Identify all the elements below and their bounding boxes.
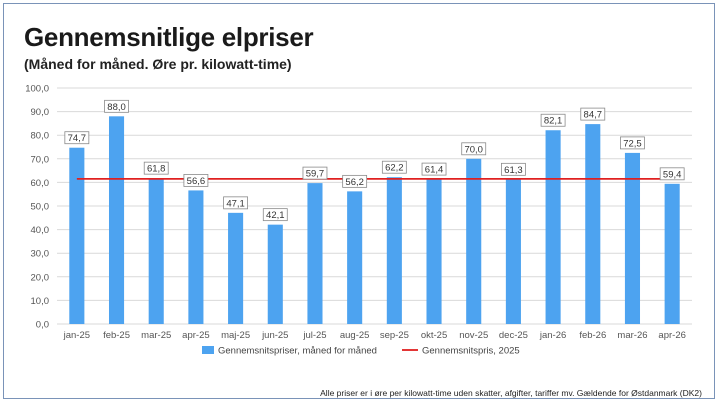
data-label: 56,2: [345, 177, 364, 188]
legend-bar-label: Gennemsnitspriser, måned for måned: [218, 346, 377, 357]
bar: [664, 183, 680, 324]
x-tick-label: mar-26: [617, 330, 647, 341]
data-label: 59,7: [306, 169, 325, 180]
data-label-box: [302, 166, 328, 180]
data-label-box: [183, 174, 209, 187]
y-tick-label: 100,0: [25, 84, 49, 95]
y-tick-label: 90,0: [31, 107, 50, 118]
data-label: 82,1: [544, 116, 563, 127]
data-labels: 74,7 88,0 61,8 56,6 47,1 42,1 59,7 56,2 62,2 61,4…: [64, 99, 685, 222]
x-tick-label: apr-25: [182, 330, 209, 341]
y-tick-label: 50,0: [31, 202, 50, 213]
y-tick-label: 60,0: [31, 178, 50, 189]
bar: [624, 152, 641, 324]
data-label-box: [540, 113, 566, 127]
bar: [347, 191, 363, 324]
data-label: 61,4: [425, 165, 444, 176]
data-label: 62,2: [385, 163, 404, 174]
x-tick-label: dec-25: [499, 330, 528, 341]
bar: [267, 224, 283, 324]
data-label-box: [501, 162, 526, 176]
x-tick-label: apr-26: [658, 330, 685, 341]
data-label-box: [223, 196, 248, 210]
bars: [69, 116, 680, 324]
y-tick-label: 80,0: [31, 131, 50, 142]
bar: [585, 124, 601, 324]
x-tick-label: jan-25: [63, 330, 90, 341]
data-label-box: [461, 142, 487, 156]
x-tick-label: nov-25: [459, 330, 488, 341]
data-label: 72,5: [623, 138, 642, 149]
data-label-box: [64, 131, 90, 145]
x-tick-label: jul-25: [302, 330, 326, 341]
x-tick-label: feb-25: [103, 330, 130, 341]
x-tick-label: maj-25: [221, 330, 250, 341]
data-label: 84,7: [584, 110, 603, 121]
bar: [386, 177, 402, 324]
data-label: 74,7: [68, 133, 87, 144]
data-label: 70,0: [464, 144, 483, 155]
data-label: 61,3: [504, 165, 523, 176]
legend-bar-swatch: [202, 346, 214, 354]
bar: [108, 116, 125, 324]
y-tick-label: 0,0: [36, 320, 49, 331]
y-tick-label: 40,0: [31, 225, 50, 236]
data-label-box: [580, 107, 606, 121]
data-label-box: [262, 208, 288, 222]
chart-title: Gennemsnitlige elpriser: [24, 22, 314, 52]
bar: [148, 178, 164, 324]
y-tick-label: 10,0: [31, 296, 50, 307]
data-label: 47,1: [226, 198, 245, 209]
data-label: 61,8: [147, 164, 166, 175]
data-label-box: [104, 99, 129, 113]
bar: [505, 179, 521, 324]
bar: [188, 190, 204, 324]
data-label-box: [421, 162, 447, 176]
bar: [545, 130, 561, 324]
x-tick-label: jan-26: [539, 330, 566, 341]
data-label-box: [381, 160, 407, 174]
footnote: Alle priser er i øre per kilowatt-time u…: [320, 388, 702, 398]
y-tick-label: 70,0: [31, 154, 50, 165]
bar: [426, 179, 442, 324]
x-tick-label: feb-26: [579, 330, 606, 341]
x-tick-label: sep-25: [380, 330, 409, 341]
data-label-box: [620, 136, 645, 150]
bar: [69, 147, 85, 324]
data-label-box: [659, 167, 685, 181]
x-axis: jan-25 feb-25 mar-25 apr-25 maj-25 jun-25 jul-…: [63, 330, 686, 341]
x-tick-label: aug-25: [340, 330, 370, 341]
y-tick-label: 30,0: [31, 249, 50, 260]
bar: [228, 212, 244, 324]
data-label: 56,6: [187, 176, 206, 187]
data-label: 42,1: [266, 210, 285, 221]
data-label-box: [143, 161, 169, 175]
x-tick-label: okt-25: [421, 330, 447, 341]
chart-subtitle: (Måned for måned. Øre pr. kilowatt-time): [24, 56, 292, 72]
y-tick-label: 20,0: [31, 272, 50, 283]
data-label-box: [342, 174, 368, 188]
legend-line-label: Gennemsnitspris, 2025: [422, 346, 520, 357]
data-label: 59,4: [663, 169, 682, 180]
bar: [307, 183, 323, 324]
y-axis: 0,0 10,0 20,0 30,0 40,0 50,0 60,0 70,0 80,0 90,0 1…: [25, 84, 49, 331]
data-label: 88,0: [107, 102, 126, 113]
legend: Gennemsnitspriser, måned for måned Gennem…: [202, 346, 520, 357]
x-tick-label: jun-25: [261, 330, 288, 341]
bar: [466, 158, 482, 324]
x-tick-label: mar-25: [141, 330, 171, 341]
